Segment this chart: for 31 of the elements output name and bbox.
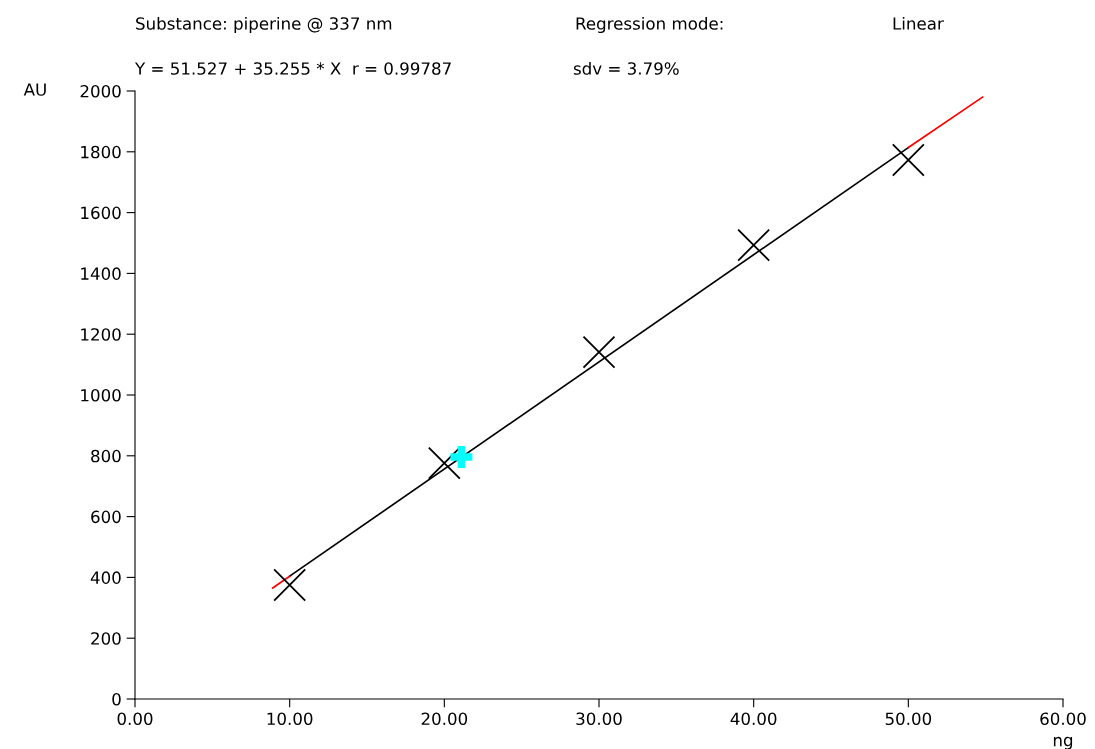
x-tick-label: 50.00	[885, 712, 932, 726]
x-tick-label: 10.00	[267, 712, 313, 726]
y-axis-title: AU	[23, 83, 46, 96]
y-tick-label: 0	[112, 692, 121, 706]
point	[582, 335, 616, 369]
x-tick-label: 0.00	[117, 712, 153, 726]
text: Linear	[893, 16, 944, 30]
y-tick-label: 200	[91, 632, 121, 645]
y-tick-label: 1600	[81, 206, 121, 220]
x-tick-label: 30.00	[576, 712, 622, 726]
y-tick-label: 1000	[81, 388, 121, 402]
point	[427, 446, 461, 480]
chart-title: Substance: piperine @ 337 nm	[136, 16, 392, 34]
y-tick-label: 1200	[81, 328, 121, 341]
x-tick-label: 40.00	[730, 712, 777, 726]
y-tick-label: 400	[90, 571, 121, 584]
text: sdv = 3.79%	[573, 61, 679, 75]
point	[450, 446, 473, 468]
y-tick-label: 1800	[81, 145, 121, 159]
point	[737, 228, 771, 262]
x-tick-label: 20.00	[421, 712, 468, 726]
y-tick-label: 800	[91, 449, 121, 463]
y-tick-label: 600	[91, 510, 121, 524]
chart-subtitle: Y = 51.527 + 35.255 * X r = 0.99787	[134, 62, 451, 75]
point	[891, 143, 925, 177]
x-tick-label: 60.00	[1040, 712, 1086, 726]
x-axis-title: ng	[1053, 736, 1073, 749]
y-tick-label: 2000	[80, 84, 121, 98]
point	[273, 568, 307, 602]
y-tick-label: 1400	[81, 267, 121, 280]
text: Regression mode:	[576, 16, 723, 34]
